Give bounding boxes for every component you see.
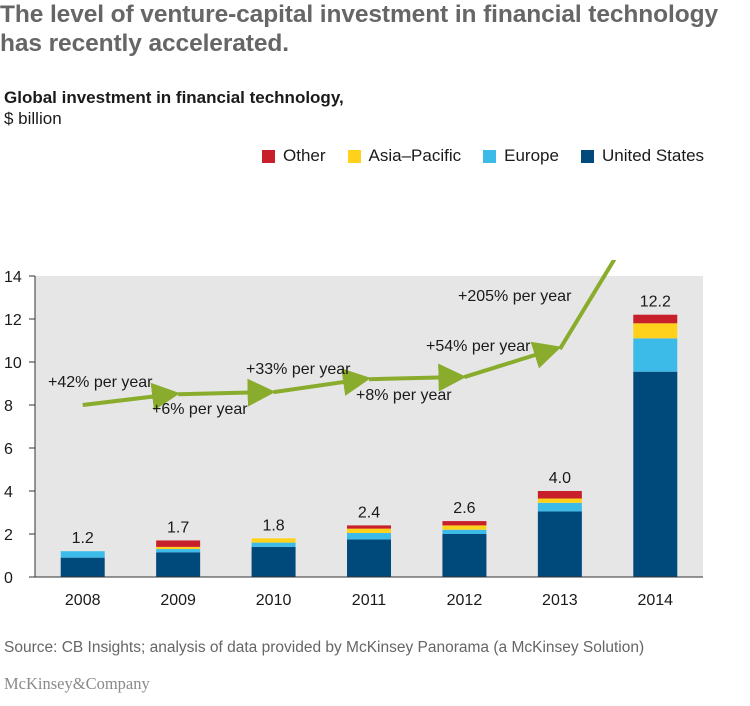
- bar-segment-europe-2009: [156, 549, 201, 553]
- growth-arrow-3: [273, 368, 371, 396]
- legend-item-europe: Europe: [483, 146, 559, 166]
- bar-segment-asia-pacific-2012: [442, 525, 487, 530]
- bar-total-label-2013: 4.0: [549, 470, 571, 487]
- source-note: Source: CB Insights; analysis of data pr…: [4, 639, 645, 656]
- bar-segment-asia-pacific-2014: [633, 323, 678, 339]
- x-tick-label-2014: 2014: [637, 592, 673, 609]
- growth-arrow-2: [178, 378, 276, 407]
- growth-annotation-4: +8% per year: [356, 387, 452, 404]
- bar-total-label-2010: 1.8: [262, 517, 284, 534]
- x-tick-label-2011: 2011: [352, 592, 387, 609]
- legend-label-united-states: United States: [601, 146, 705, 165]
- y-tick-label: 10: [4, 355, 22, 372]
- bar-segment-europe-2014: [633, 338, 678, 372]
- bar-segment-other-2013: [537, 491, 582, 499]
- growth-arrow-4: [368, 363, 467, 392]
- bar-segment-asia-pacific-2010: [251, 538, 296, 543]
- x-tick-label-2010: 2010: [256, 592, 292, 609]
- y-tick-label: 6: [4, 441, 13, 458]
- bar-segment-united-states-2014: [633, 371, 678, 577]
- bar-total-label-2008: 1.2: [72, 530, 94, 547]
- legend-swatch-other: [262, 149, 275, 163]
- legend-label-other: Other: [283, 146, 326, 165]
- growth-arrow-5: [463, 341, 562, 379]
- y-tick-label: 12: [4, 312, 22, 329]
- bar-segment-united-states-2008: [60, 557, 105, 577]
- bar-segment-other-2011: [347, 525, 391, 529]
- bar-total-label-2011: 2.4: [358, 504, 380, 521]
- stacked-bar-chart: 0 2 4 6 8 10 12 14 1.2 2008 1.7 2009 1.8 2010 2.4 2011 2…: [4, 260, 703, 609]
- growth-annotation-2: +6% per year: [152, 401, 248, 418]
- bar-segment-united-states-2013: [537, 511, 582, 577]
- growth-annotation-5: +54% per year: [426, 338, 531, 355]
- bar-total-label-2012: 2.6: [453, 500, 475, 517]
- legend-item-united-states: United States: [580, 146, 705, 166]
- y-tick-label: 4: [4, 484, 13, 501]
- bar-segment-europe-2013: [537, 502, 582, 512]
- chart-subtitle: $ billion: [4, 109, 62, 128]
- bar-segment-europe-2011: [347, 532, 391, 540]
- growth-arrow-1: [82, 382, 181, 411]
- bar-total-label-2014: 12.2: [640, 294, 671, 311]
- bar-segment-asia-pacific-2011: [347, 528, 391, 533]
- legend-swatch-united-states: [580, 149, 594, 163]
- x-tick-label-2008: 2008: [65, 592, 101, 609]
- bar-segment-united-states-2010: [251, 546, 296, 577]
- x-tick-label-2012: 2012: [447, 592, 483, 609]
- legend-item-other: Other: [262, 146, 326, 166]
- chart-title: Global investment in financial technolog…: [4, 88, 344, 107]
- y-tick-label: 0: [4, 570, 13, 587]
- growth-annotation-3: +33% per year: [246, 361, 351, 378]
- legend-item-asia-pacific: Asia–Pacific: [347, 146, 462, 166]
- bar-total-label-2009: 1.7: [167, 519, 189, 536]
- growth-arrow-6: [558, 260, 617, 351]
- bar-segment-asia-pacific-2009: [156, 546, 201, 550]
- growth-annotation-1: +42% per year: [48, 374, 153, 391]
- legend: Other Asia–Pacific Europe United States: [262, 146, 704, 166]
- headline: The level of venture-capital investment …: [0, 1, 718, 57]
- x-tick-label-2009: 2009: [160, 592, 196, 609]
- legend-label-europe: Europe: [504, 146, 559, 165]
- legend-swatch-asia-pacific: [347, 149, 361, 163]
- bar-segment-other-2009: [156, 540, 201, 547]
- bar-segment-united-states-2009: [156, 552, 201, 577]
- growth-annotation-6: +205% per year: [458, 288, 572, 305]
- y-tick-label: 2: [4, 527, 13, 544]
- bar-segment-united-states-2012: [442, 534, 487, 577]
- bar-segment-europe-2008: [60, 551, 105, 558]
- bar-segment-other-2014: [633, 314, 678, 324]
- legend-swatch-europe: [483, 149, 497, 163]
- bar-segment-asia-pacific-2013: [537, 498, 582, 503]
- bar-segment-united-states-2011: [347, 539, 391, 577]
- bar-segment-europe-2012: [442, 529, 487, 534]
- brand-logo: McKinsey&Company: [4, 674, 150, 693]
- x-tick-label-2013: 2013: [542, 592, 578, 609]
- y-tick-label: 14: [4, 269, 22, 286]
- y-tick-label: 8: [4, 398, 13, 415]
- legend-label-asia-pacific: Asia–Pacific: [368, 146, 462, 165]
- bar-segment-europe-2010: [251, 542, 296, 547]
- bar-segment-other-2012: [442, 521, 487, 526]
